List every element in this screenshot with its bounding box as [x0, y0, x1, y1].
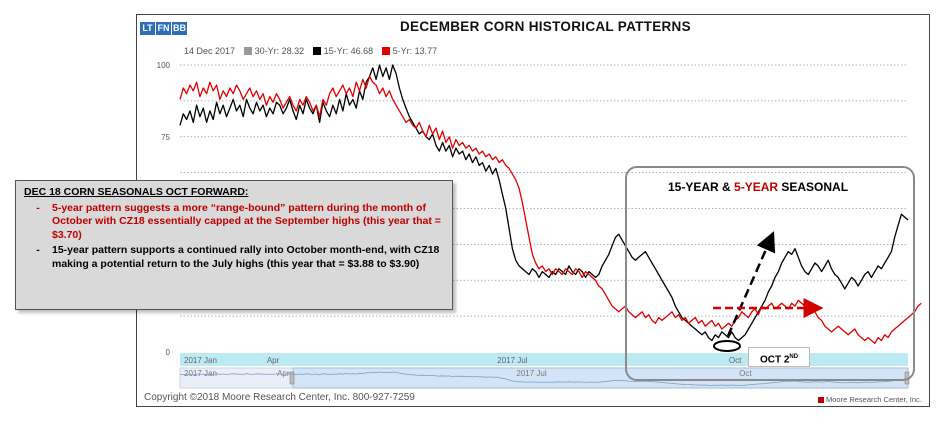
seasonal-highlight-box — [625, 166, 915, 381]
legend-swatch-5yr — [381, 47, 390, 55]
chart-legend: 14 Dec 2017 30-Yr: 28.32 15-Yr: 46.68 5-… — [184, 46, 443, 56]
navigator-tick-label: 2017 Jul — [516, 369, 546, 378]
oct-2nd-label-main: OCT 2 — [759, 354, 790, 366]
legend-swatch-30yr — [243, 47, 252, 55]
brand-logo-icon — [818, 397, 824, 403]
x-tick-label: 2017 Jul — [497, 356, 527, 365]
legend-swatch-15yr — [312, 47, 321, 55]
note-dash: - — [36, 244, 40, 256]
legend-label-30yr: 30-Yr: 28.32 — [254, 46, 305, 56]
x-tick-label: 2017 Jan — [184, 356, 217, 365]
seasonal-title-end: SEASONAL — [778, 180, 849, 194]
legend-label-5yr: 5-Yr: 13.77 — [392, 46, 438, 56]
note-item-15yr-text: 15-year pattern supports a continued ral… — [52, 244, 440, 270]
chart-title: DECEMBER CORN HISTORICAL PATTERNS — [400, 19, 691, 34]
navigator-tick-label: Oct — [739, 369, 752, 378]
legend-entry-5yr[interactable]: 5-Yr: 13.77 — [381, 46, 438, 56]
x-tick-label: Apr — [267, 356, 280, 365]
note-dash: - — [36, 201, 40, 214]
navigator-tick-label: Apr — [277, 369, 290, 378]
y-tick-label: 0 — [166, 348, 171, 357]
seasonal-title-red: 5-YEAR — [734, 180, 779, 194]
note-item-5yr-text: 5-year pattern suggests a more “range-bo… — [52, 201, 441, 241]
legend-label-15yr: 15-Yr: 46.68 — [323, 46, 374, 56]
note-item-5yr: -5-year pattern suggests a more “range-b… — [24, 202, 444, 243]
badge-fn[interactable]: FN — [156, 22, 171, 35]
seasonal-title: 15-YEAR & 5-YEAR SEASONAL — [668, 180, 848, 194]
series-line-5-yr — [179, 75, 922, 345]
legend-entry-15yr[interactable]: 15-Yr: 46.68 — [312, 46, 374, 56]
y-tick-label: 75 — [161, 133, 170, 142]
note-item-15yr: -15-year pattern supports a continued ra… — [24, 244, 444, 271]
oct-2nd-label-sup: ND — [789, 354, 799, 360]
forecast-arrow-15yr — [726, 231, 776, 337]
badge-bb[interactable]: BB — [172, 22, 187, 35]
x-tick-label: Oct — [729, 356, 742, 365]
navigator-tick-label: 2017 Jan — [184, 369, 217, 378]
legend-date: 14 Dec 2017 — [184, 46, 236, 56]
navigator-series-line — [179, 371, 909, 386]
series-line-15-yr — [179, 64, 909, 342]
oct-2nd-marker — [713, 340, 741, 352]
y-tick-label: 100 — [157, 61, 171, 70]
brand-footer-text: Moore Research Center, Inc. — [826, 395, 922, 404]
seasonals-note-box: DEC 18 CORN SEASONALS OCT FORWARD: -5-ye… — [15, 180, 453, 310]
note-title: DEC 18 CORN SEASONALS OCT FORWARD: — [24, 186, 249, 198]
oct-2nd-label: OCT 2ND — [748, 347, 810, 367]
x-axis-band — [180, 353, 908, 366]
copyright-text: Copyright ©2018 Moore Research Center, I… — [144, 392, 415, 403]
navigator-handle-left — [289, 371, 295, 385]
badge-lt[interactable]: LT — [140, 22, 155, 35]
brand-footer: Moore Research Center, Inc. — [818, 395, 922, 404]
legend-entry-30yr[interactable]: 30-Yr: 28.32 — [243, 46, 305, 56]
seasonal-title-black: 15-YEAR & — [668, 180, 735, 194]
